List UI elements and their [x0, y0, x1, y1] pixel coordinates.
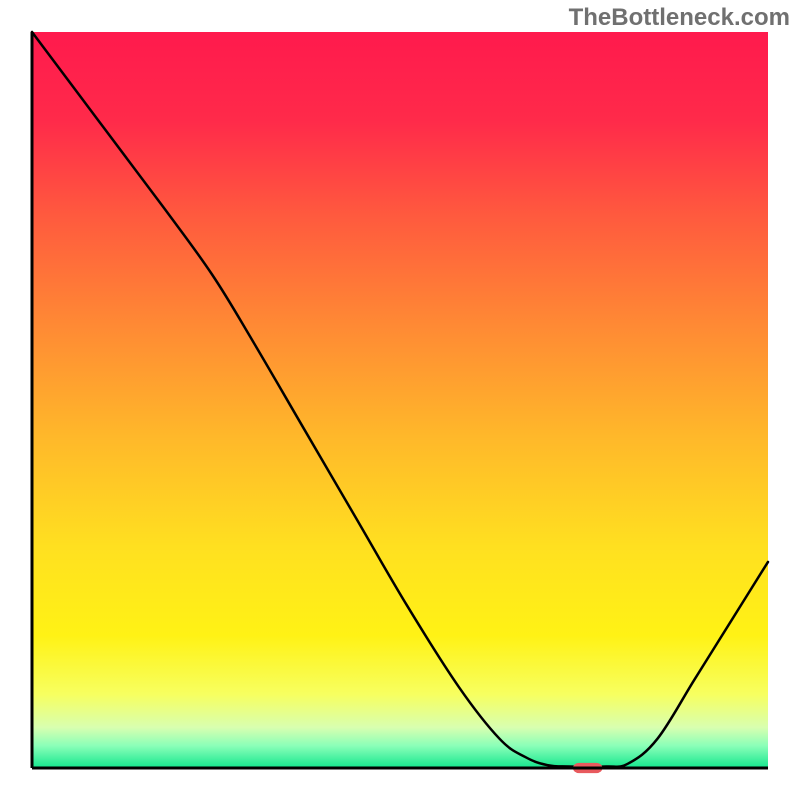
- watermark-text: TheBottleneck.com: [569, 4, 790, 32]
- bottleneck-chart: [0, 0, 800, 800]
- plot-background: [32, 32, 768, 768]
- chart-container: TheBottleneck.com: [0, 0, 800, 800]
